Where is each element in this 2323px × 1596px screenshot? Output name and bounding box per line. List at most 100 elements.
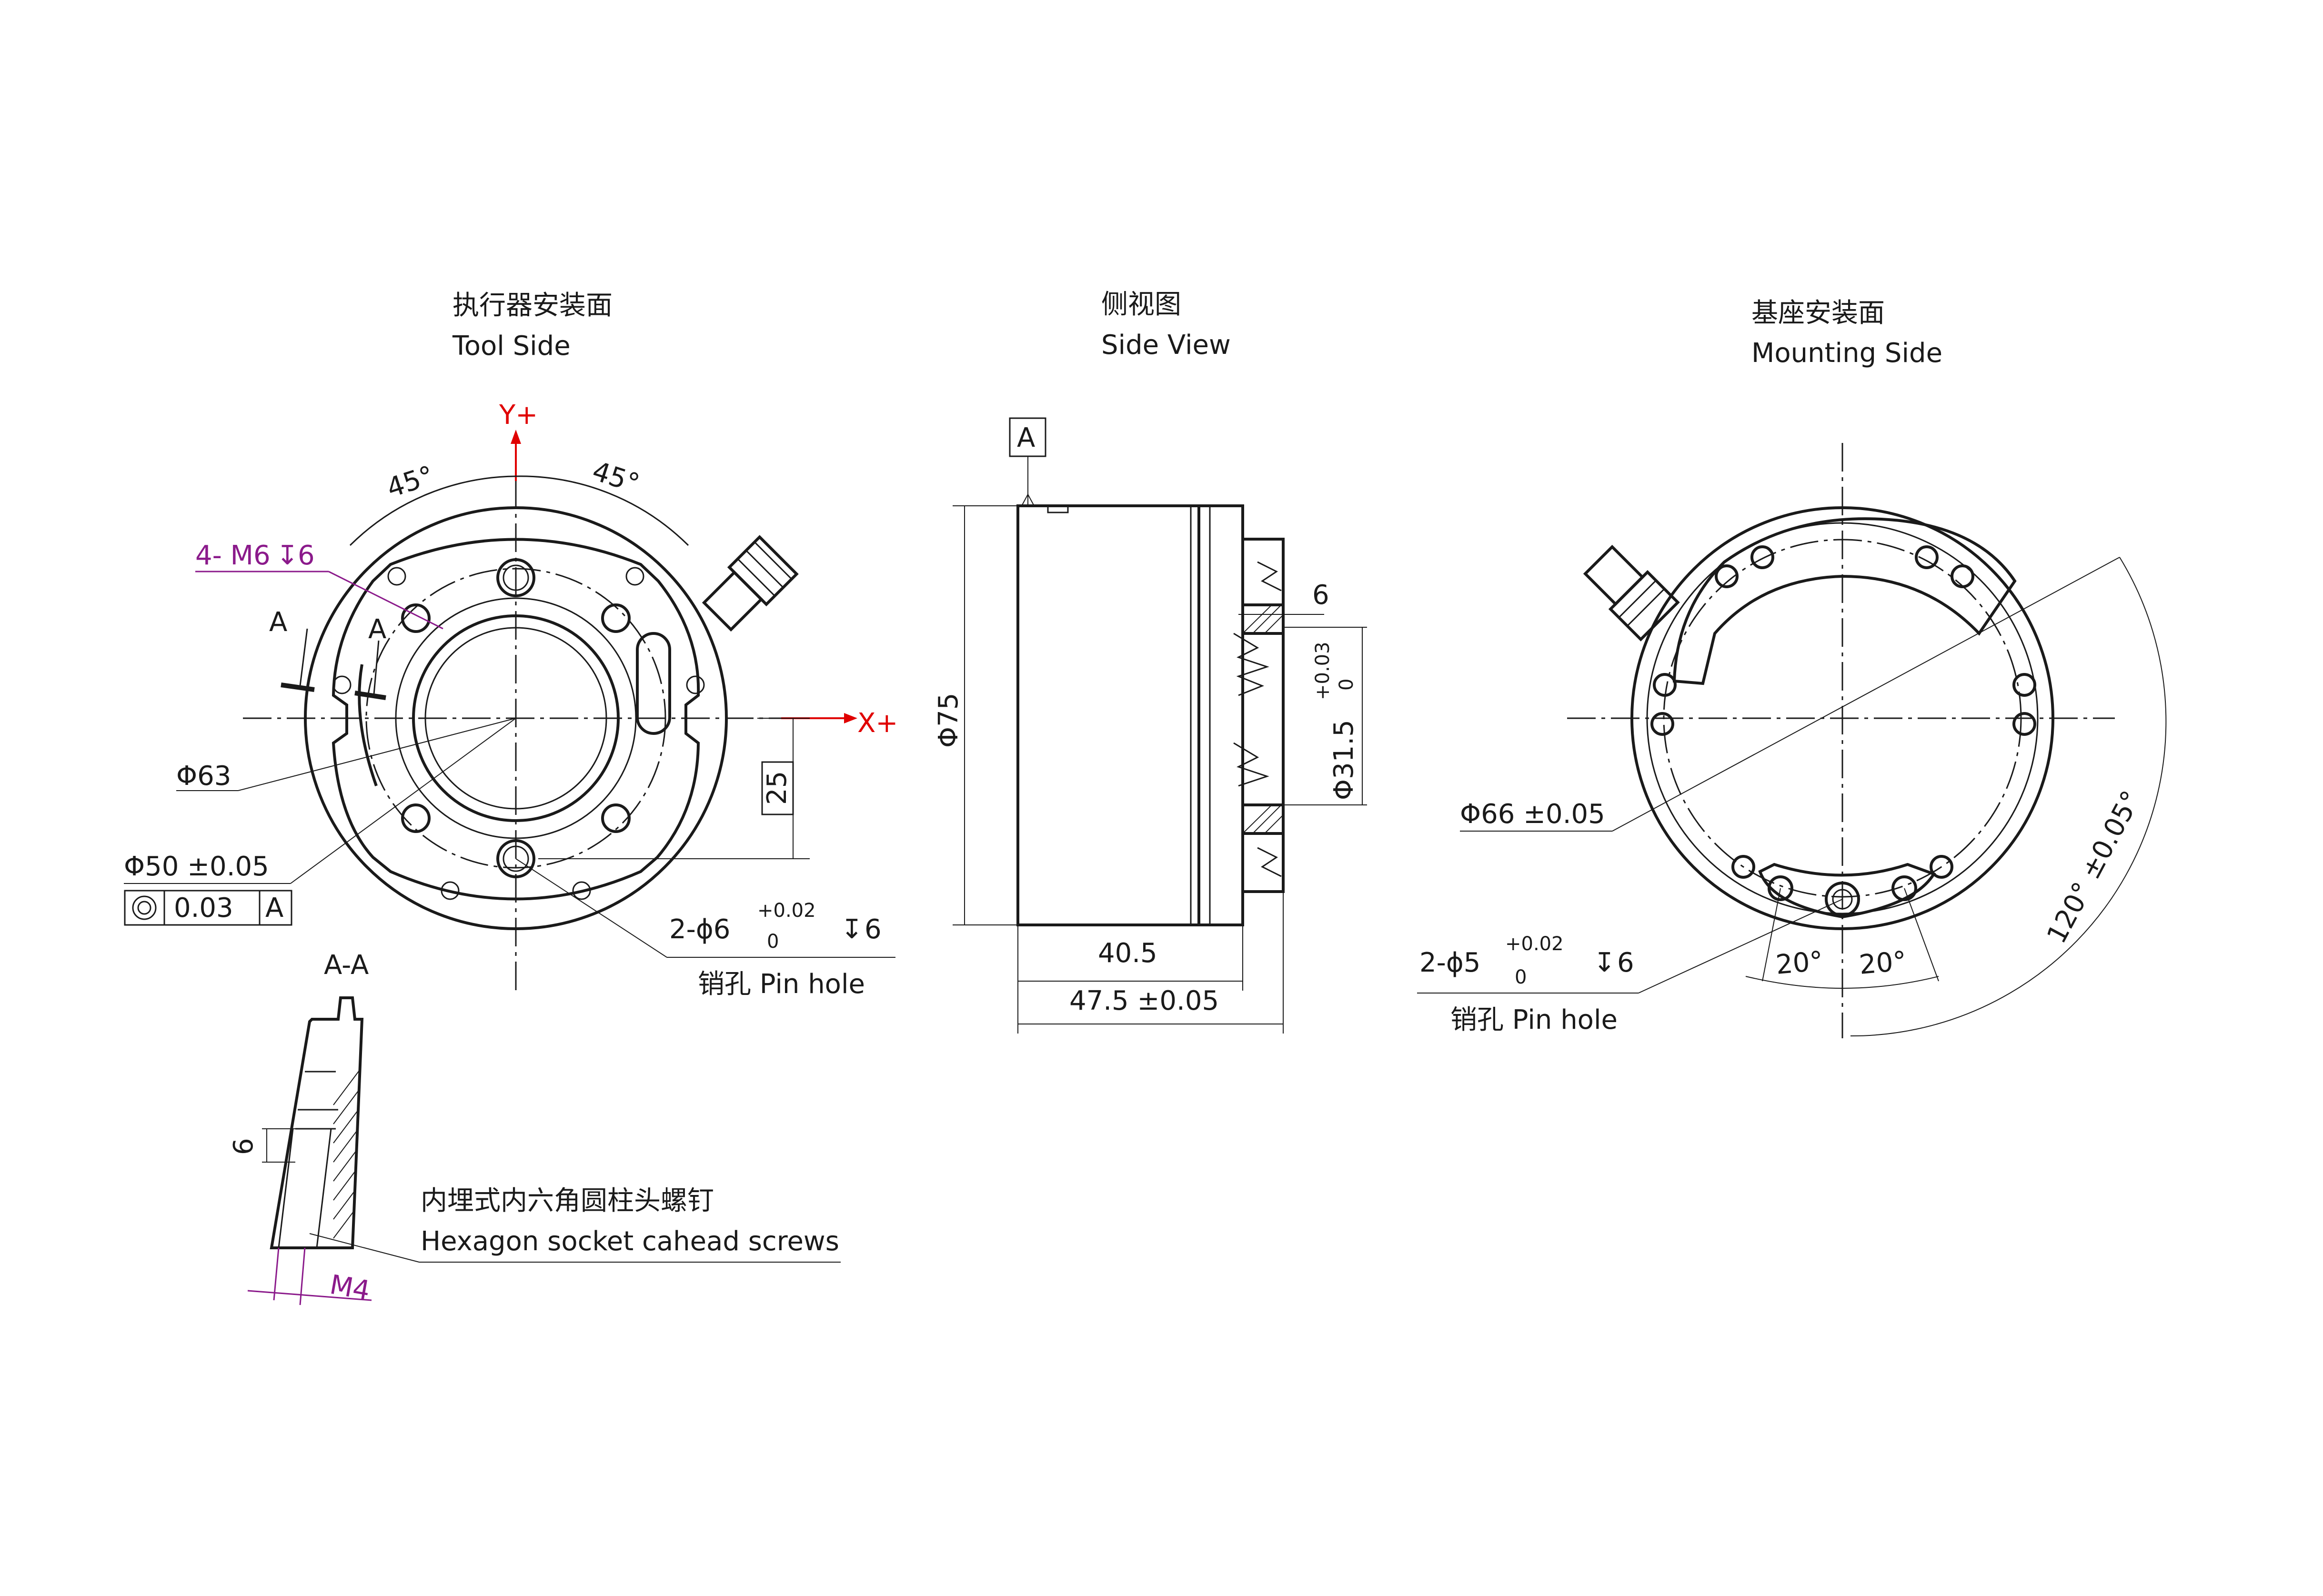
mount-hole-1	[1768, 875, 1793, 901]
tool-screw-3	[686, 675, 705, 694]
screw-label-cn: 内埋式内六角圆柱头螺钉	[421, 1185, 714, 1216]
mount-hole-12	[1951, 564, 1974, 588]
side-main-body	[1016, 504, 1200, 926]
concentricity-icon	[132, 895, 157, 920]
mount-hole-6	[1650, 712, 1674, 736]
datum-label: A	[1017, 422, 1035, 453]
side-dim-6: 6	[1312, 580, 1329, 611]
mount-hole-8	[2012, 712, 2036, 736]
side-adapter-lower-hatch	[1241, 803, 1285, 835]
tool-bolt-circle	[365, 568, 666, 869]
mounting-side-view: Φ66 ±0.05 120° ±0.05° 20° 20° 2-ϕ5 +0.02…	[1417, 443, 2167, 1038]
tolerance-datum: A	[265, 893, 283, 923]
side-flange	[1197, 504, 1244, 926]
side-top-screw	[1047, 505, 1069, 513]
side-dia-31-upper: +0.03	[1312, 642, 1334, 700]
tool-pin-depth-symbol: ↧	[841, 914, 863, 945]
side-adapter-upper-hatch	[1241, 603, 1285, 635]
mount-pin-label: 销孔 Pin hole	[1450, 1004, 1618, 1035]
tool-slot-right	[636, 632, 671, 735]
tolerance-value: 0.03	[174, 893, 233, 923]
mount-pin-tol-upper: +0.02	[1505, 933, 1564, 955]
m6-callout: 4- M6	[195, 540, 271, 571]
tool-pin-tol-upper: +0.02	[757, 900, 816, 922]
y-axis-label: Y+	[499, 400, 538, 431]
mounting-side-title-en: Mounting Side	[1751, 338, 1942, 369]
mount-hole-9	[1715, 564, 1739, 588]
tool-pin-count: 2-ϕ6	[669, 914, 730, 945]
tool-hole-upper-left	[401, 603, 431, 633]
side-break-line-2	[1233, 742, 1269, 787]
section-m4: M4	[328, 1269, 372, 1307]
mount-hole-7	[2012, 673, 2036, 697]
tool-dia-bolt: Φ50 ±0.05	[124, 851, 269, 882]
tool-pin-tol-lower: 0	[767, 931, 779, 953]
view-titles: 执行器安装面 Tool Side 侧视图 Side View 基座安装面 Mou…	[452, 289, 1942, 369]
side-view: A Φ75	[933, 417, 1367, 1034]
angle-20-arc-right	[1842, 976, 1939, 989]
m6-depth-symbol: ↧	[276, 540, 299, 571]
mount-outer-circle	[1630, 506, 2054, 930]
mount-angle-20a: 20°	[1775, 946, 1825, 981]
section-title: A-A	[324, 950, 369, 981]
section-arrow-left	[299, 628, 308, 686]
tool-pin-depth: 6	[865, 914, 882, 945]
m6-leader	[328, 571, 443, 630]
tolerance-frame	[124, 890, 292, 926]
tool-angle-left: 45°	[383, 460, 437, 504]
tool-outer-circle	[304, 506, 728, 930]
mount-pin-depth: 6	[1617, 947, 1634, 978]
m6-depth: 6	[298, 540, 315, 571]
side-dia-31: Φ31.5	[1328, 720, 1359, 800]
section-mark-right	[354, 691, 386, 700]
tool-angle-arc	[349, 475, 689, 546]
mount-bolt-circle	[1663, 539, 2022, 898]
tool-pin-hole-bottom	[496, 839, 535, 878]
side-dia-75: Φ75	[933, 693, 964, 748]
dia50-leader	[290, 718, 516, 884]
tool-connector	[702, 535, 799, 632]
mount-angle-20b: 20°	[1858, 946, 1908, 981]
screw-leader	[309, 1233, 420, 1263]
dim-25: 25	[762, 771, 793, 805]
screw-label-en: Hexagon socket cahead screws	[421, 1226, 839, 1257]
tool-angle-right: 45°	[589, 455, 643, 499]
tool-hole-lower-right	[601, 803, 631, 833]
dia66-leader	[1612, 557, 2120, 832]
mount-angle-120: 120° ±0.05°	[2041, 786, 2147, 949]
x-axis-arrowhead	[844, 713, 857, 723]
mount-connector	[1583, 544, 1680, 642]
mounting-side-title-cn: 基座安装面	[1751, 298, 1885, 329]
section-arrow-right	[373, 640, 380, 695]
mount-hole-3	[1731, 855, 1755, 879]
section-letter-2: A	[368, 614, 386, 645]
side-break-line-1	[1233, 632, 1269, 696]
tool-screw-5	[441, 881, 460, 900]
dia63-leader	[238, 718, 516, 791]
section-aa: A-A 6 M4 内埋式内六角圆柱头螺钉 Hexagon	[228, 950, 841, 1306]
tool-center-recess	[395, 597, 637, 839]
tool-side-title-cn: 执行器安装面	[453, 290, 613, 321]
side-view-title-en: Side View	[1101, 330, 1231, 361]
section-mark-left	[281, 683, 315, 692]
tool-slot-left	[358, 664, 378, 786]
mount-hole-10	[1750, 545, 1774, 569]
tool-flange-outline	[332, 538, 700, 901]
side-adapter	[1241, 538, 1285, 893]
tool-center-bore-inner	[424, 627, 607, 810]
tool-hole-lower-left	[401, 803, 431, 833]
tool-center-bore-outer	[412, 614, 620, 822]
section-body	[270, 996, 364, 1249]
mount-hole-11	[1915, 545, 1939, 569]
pin-leader	[515, 858, 667, 958]
mount-pin-depth-symbol: ↧	[1593, 947, 1616, 978]
tool-screw-2	[625, 567, 644, 586]
m4-dim-line	[247, 1290, 372, 1301]
side-len-40: 40.5	[1098, 938, 1157, 969]
tool-hole-upper-right	[601, 603, 631, 633]
mount-inner-circle	[1646, 522, 2039, 914]
section-letter-1: A	[269, 607, 287, 638]
y-axis-arrowhead	[511, 430, 521, 444]
tool-screw-1	[387, 567, 406, 586]
